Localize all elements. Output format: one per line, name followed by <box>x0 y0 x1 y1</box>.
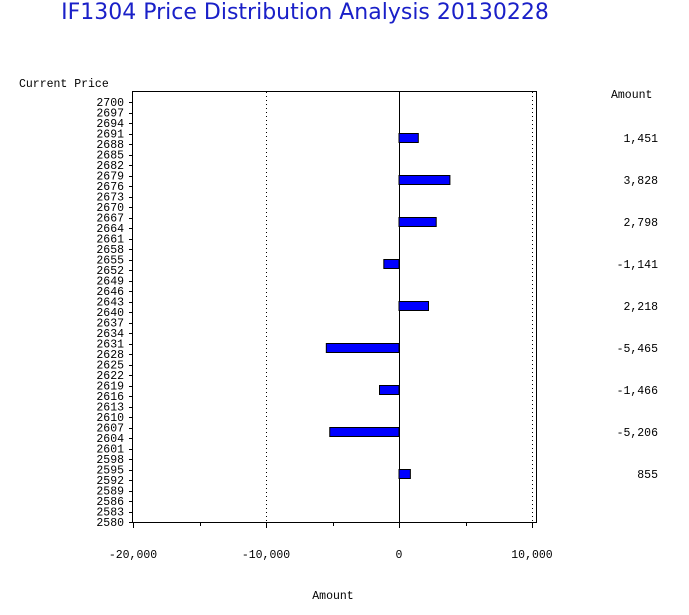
amount-column-header: Amount <box>611 89 652 102</box>
y-tick-label: 2685 <box>96 150 124 163</box>
y-tick-label: 2616 <box>96 391 124 404</box>
x-ticks: -20,000 -10,000 0 10,000 <box>109 522 553 562</box>
y-tick-label: 2589 <box>96 486 124 499</box>
y-tick-label: 2601 <box>96 444 124 457</box>
y-tick-label: 2622 <box>96 370 124 383</box>
y-tick-label: 2646 <box>96 286 124 299</box>
y-tick-label: 2682 <box>96 160 124 173</box>
bar <box>398 217 437 227</box>
y-tick-label: 2607 <box>96 423 124 436</box>
chart-title: IF1304 Price Distribution Analysis 20130… <box>61 0 549 25</box>
y-tick-label: 2658 <box>96 244 124 257</box>
x-tick-label: 0 <box>396 549 403 562</box>
y-tick-label: 2640 <box>96 307 124 320</box>
bar <box>329 427 400 437</box>
y-axis-label: Current Price <box>19 78 109 91</box>
y-tick-label: 2691 <box>96 129 124 142</box>
y-tick-label: 2652 <box>96 265 124 278</box>
value-label: -5,206 <box>617 427 659 440</box>
bar <box>379 385 400 395</box>
x-axis-label: Amount <box>312 590 353 603</box>
y-tick-label: 2631 <box>96 339 124 352</box>
bar <box>325 343 400 353</box>
value-label: 3,828 <box>623 175 658 188</box>
value-label: 855 <box>637 469 658 482</box>
y-tick-label: 2592 <box>96 475 124 488</box>
y-tick-label: 2595 <box>96 465 124 478</box>
plot-frame <box>132 91 537 523</box>
x-tick-label: 10,000 <box>511 549 553 562</box>
y-tick-label: 2667 <box>96 213 124 226</box>
y-tick-labels: 2700269726942691268826852682267926762673… <box>96 97 133 530</box>
y-tick-label: 2637 <box>96 318 124 331</box>
y-tick-label: 2580 <box>96 517 124 530</box>
y-tick-label: 2649 <box>96 276 124 289</box>
y-tick-label: 2664 <box>96 223 124 236</box>
y-tick-label: 2655 <box>96 255 124 268</box>
y-tick-label: 2628 <box>96 349 124 362</box>
y-tick-label: 2613 <box>96 402 124 415</box>
bar <box>398 301 429 311</box>
bar <box>398 469 411 479</box>
value-labels: 1,451 3,828 2,798 -1,141 2,218 -5,465 -1,466 -5… <box>617 133 659 482</box>
y-tick-label: 2661 <box>96 234 124 247</box>
y-tick-label: 2625 <box>96 360 124 373</box>
x-tick-label: -20,000 <box>109 549 157 562</box>
y-tick-label: 2610 <box>96 412 124 425</box>
y-tick-label: 2688 <box>96 139 124 152</box>
y-tick-label: 2673 <box>96 192 124 205</box>
bars <box>325 133 451 479</box>
y-tick-label: 2679 <box>96 171 124 184</box>
bar <box>398 175 451 185</box>
y-tick-label: 2697 <box>96 108 124 121</box>
y-tick-label: 2583 <box>96 507 124 520</box>
y-tick-label: 2643 <box>96 297 124 310</box>
value-label: -1,141 <box>617 259 659 272</box>
bar <box>398 133 419 143</box>
value-label: 2,218 <box>623 301 658 314</box>
y-tick-label: 2619 <box>96 381 124 394</box>
y-tick-label: 2670 <box>96 202 124 215</box>
y-tick-label: 2598 <box>96 454 124 467</box>
value-label: 2,798 <box>623 217 658 230</box>
y-tick-label: 2676 <box>96 181 124 194</box>
y-tick-label: 2586 <box>96 496 124 509</box>
value-label: -1,466 <box>617 385 659 398</box>
value-label: -5,465 <box>617 343 659 356</box>
y-tick-label: 2694 <box>96 118 124 131</box>
bar <box>383 259 400 269</box>
x-tick-label: -10,000 <box>242 549 290 562</box>
y-tick-label: 2634 <box>96 328 124 341</box>
value-label: 1,451 <box>623 133 658 146</box>
y-tick-label: 2700 <box>96 97 124 110</box>
y-tick-label: 2604 <box>96 433 124 446</box>
